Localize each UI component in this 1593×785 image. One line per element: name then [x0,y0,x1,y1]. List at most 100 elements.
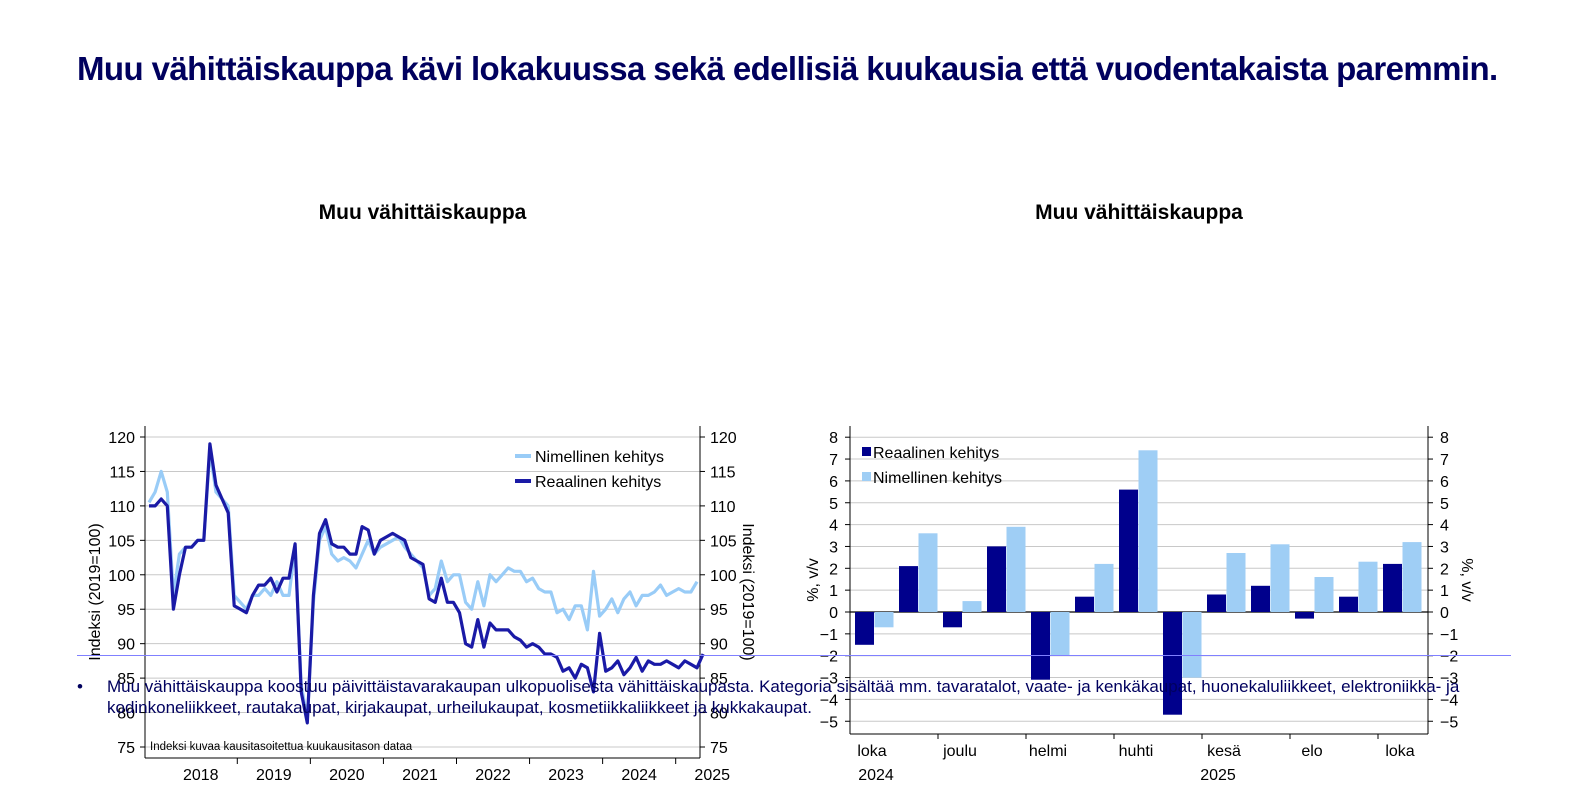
y-tick-label-left: 75 [117,740,135,757]
x-tick-label-month: huhti [1119,743,1154,760]
nominal-bar [1050,612,1070,656]
divider-line [77,655,1511,656]
y-tick-label-left: 115 [109,464,135,481]
x-tick-label-month: loka [1385,743,1414,760]
x-tick-label: 2022 [475,767,511,784]
y-tick-label-left: −5 [820,714,838,731]
page-headline: Muu vähittäiskauppa kävi lokakuussa sekä… [77,50,1498,87]
real-bar [1383,563,1402,612]
x-tick-label-month: joulu [942,743,977,760]
x-tick-label-year: 2024 [858,767,894,784]
y-tick-label-right: 0 [1440,605,1449,622]
y-axis-title-left: Indeksi (2019=100) [87,523,104,660]
real-bar [1295,612,1314,619]
y-tick-label-left: 3 [829,539,838,556]
y-tick-label-right: 120 [710,430,737,447]
y-tick-label-right: 75 [710,740,728,757]
nominal-bar [1226,553,1246,612]
y-tick-label-right: 8 [1440,430,1449,447]
y-tick-label-right: 1 [1440,583,1449,600]
y-tick-label-right: 95 [710,602,728,619]
y-tick-label-right: 5 [1440,496,1449,513]
x-tick-label: 2025 [694,767,730,784]
bar-chart: Muu vähittäiskauppa −5 −5 −4 −4 −3 −3 −2 −2 −1 −1 0… [805,201,1475,784]
real-bar [1119,489,1138,612]
y-tick-label-left: −1 [820,627,838,644]
real-bar [1163,612,1182,715]
y-tick-label-right: −3 [1440,671,1458,688]
nominal-bar [1138,450,1158,612]
y-axis-title-right: Indeksi (2019=100) [739,523,756,660]
legend-real-label: Reaalinen kehitys [873,445,999,462]
x-tick-label-month: loka [857,743,886,760]
y-tick-label-left: 85 [117,671,135,688]
y-tick-label-right: −4 [1440,692,1458,709]
y-tick-label-left: 4 [829,518,838,535]
y-tick-label-left: 8 [829,430,838,447]
nominal-bar [1402,542,1422,612]
real-series-line [149,442,705,725]
nominal-bar [874,612,894,628]
y-tick-label-left: 90 [117,637,135,654]
y-axis-title-left: %, v/v [805,558,822,602]
y-tick-label-left: 120 [108,430,135,447]
x-tick-label-month: kesä [1207,743,1241,760]
x-tick-label: 2019 [256,767,292,784]
y-tick-label-right: 90 [710,637,728,654]
bar-chart-title: Muu vähittäiskauppa [1035,201,1243,224]
x-tick-label: 2018 [183,767,219,784]
y-tick-label-right: 115 [710,464,736,481]
real-bar [943,612,962,628]
y-tick-label-left: −2 [820,649,838,666]
y-tick-label-left: 0 [829,605,838,622]
footnote: • Muu vähittäiskauppa koostuu päivittäis… [77,676,1497,718]
y-tick-label-right: 110 [710,499,736,516]
x-tick-label: 2024 [621,767,657,784]
y-tick-label-left: −4 [820,692,838,709]
y-tick-label-left: 110 [109,499,135,516]
y-tick-label-right: 6 [1440,474,1449,491]
y-tick-label-right: 2 [1440,561,1449,578]
y-tick-label-left: 80 [117,706,135,723]
y-tick-label-left: 95 [117,602,135,619]
y-tick-label-right: −5 [1440,714,1458,731]
line-chart-annotation: Indeksi kuvaa kausitasoitettua kuukausit… [150,741,413,753]
x-tick-label-month: helmi [1029,743,1067,760]
footnote-text: Muu vähittäiskauppa koostuu päivittäista… [107,677,1460,717]
nominal-bar [1182,612,1202,678]
line-chart-title: Muu vähittäiskauppa [319,201,527,224]
legend-nominal-label: Nimellinen kehitys [535,449,664,466]
line-chart: Muu vähittäiskauppa 75 75 80 80 85 85 90 90 95 95 1… [87,201,756,784]
real-bar [1031,612,1050,680]
y-tick-label-left: 100 [108,568,135,585]
y-tick-label-right: 4 [1440,518,1449,535]
footnote-bullet: • [77,677,83,696]
y-tick-label-left: 105 [108,533,135,550]
nominal-bar [1094,563,1114,612]
real-bar [855,612,874,645]
real-bar [1251,585,1270,612]
legend-real-label: Reaalinen kehitys [535,474,661,491]
real-bar [1207,594,1226,612]
y-tick-label-left: 1 [829,583,838,600]
nominal-bar [962,601,982,612]
x-tick-label: 2023 [548,767,584,784]
nominal-bar [1006,526,1026,612]
x-tick-label-year: 2025 [1200,767,1236,784]
y-tick-label-right: −2 [1440,649,1458,666]
legend-nominal-swatch [862,472,871,481]
legend-nominal-label: Nimellinen kehitys [873,470,1002,487]
y-tick-label-right: −1 [1440,627,1458,644]
nominal-bar [1358,561,1378,612]
nominal-bar [918,533,938,612]
y-tick-label-right: 80 [710,706,728,723]
real-bar [899,566,918,612]
y-tick-label-left: 6 [829,474,838,491]
y-tick-label-left: 2 [829,561,838,578]
real-bar [987,546,1006,612]
x-tick-label: 2020 [329,767,365,784]
y-tick-label-left: 7 [829,452,838,469]
y-tick-label-right: 7 [1440,452,1449,469]
x-tick-label: 2021 [402,767,438,784]
real-bar [1075,596,1094,612]
